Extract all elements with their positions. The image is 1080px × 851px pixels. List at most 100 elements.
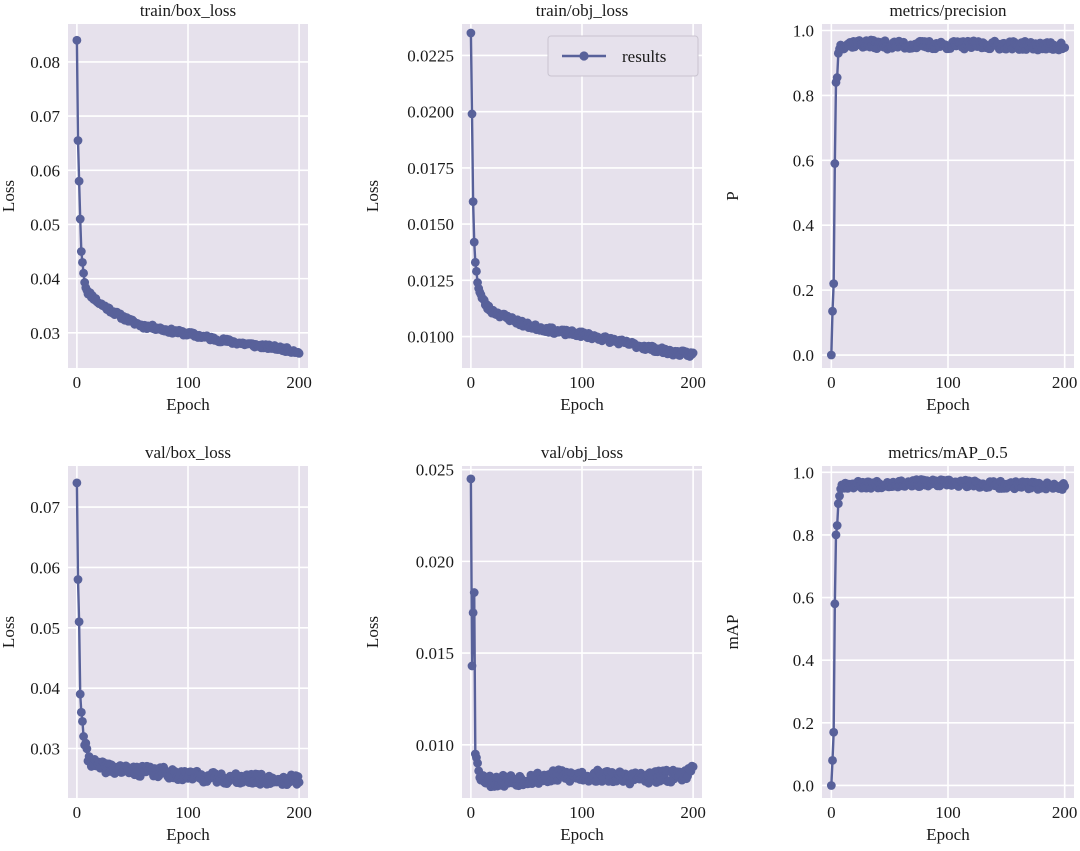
data-point (78, 257, 87, 267)
y-tick-label: 0.6 (793, 151, 814, 170)
y-tick-label: 0.015 (416, 644, 454, 663)
y-axis-label: Loss (0, 180, 18, 212)
y-axis-label: Loss (0, 616, 18, 648)
data-point (829, 727, 839, 737)
data-point (835, 491, 844, 501)
y-tick-label: 0.08 (30, 53, 60, 72)
data-point (72, 35, 82, 45)
x-tick-label: 200 (1052, 373, 1078, 392)
data-point (82, 744, 92, 754)
data-point (1060, 481, 1070, 491)
data-point (467, 109, 477, 119)
panel-metrics-precision: metrics/precision 0 100 200 0.0 0.2 0.4 0.6 0.8 1… (723, 1, 1078, 414)
x-tick-label: 0 (73, 803, 82, 822)
y-tick-label: 0.6 (793, 589, 814, 608)
y-axis-label: Loss (363, 180, 382, 212)
data-point (73, 136, 83, 145)
x-tick-label: 100 (935, 373, 961, 392)
data-point (830, 599, 840, 609)
data-point (468, 197, 478, 207)
data-point (832, 73, 842, 82)
panel-train-box-loss: train/box_loss 0 100 200 0.03 0.04 0.05 0.06 0.0… (0, 1, 312, 414)
x-tick-label: 200 (286, 803, 312, 822)
data-point (832, 521, 842, 530)
x-tick-label: 100 (935, 803, 961, 822)
panel-metrics-map-05: metrics/mAP_0.5 0 100 200 0.0 0.2 0.4 0.6 0.8 1.0… (723, 443, 1078, 844)
x-tick-label: 100 (175, 803, 201, 822)
data-point (467, 661, 477, 671)
data-point (75, 214, 85, 224)
y-tick-label: 0.020 (416, 552, 454, 571)
y-tick-label: 0.03 (30, 740, 60, 759)
series-points (466, 28, 698, 361)
data-point (79, 732, 88, 741)
data-point (485, 771, 495, 781)
data-point (466, 474, 476, 484)
panel-val-obj-loss: val/obj_loss 0 100 200 0.010 0.015 0.020 0.025 E… (363, 443, 706, 844)
y-tick-label: 0.07 (30, 107, 60, 126)
data-point (76, 707, 86, 717)
data-point (826, 350, 836, 360)
y-tick-label: 0.0 (793, 346, 814, 365)
x-tick-label: 200 (1052, 803, 1078, 822)
x-tick-label: 0 (467, 373, 476, 392)
x-axis-label: Epoch (560, 395, 604, 414)
y-tick-label: 0.4 (793, 651, 815, 670)
y-tick-label: 0.2 (793, 714, 814, 733)
data-point (1060, 43, 1070, 53)
legend-marker (579, 51, 589, 61)
x-axis-label: Epoch (560, 825, 604, 844)
data-point (473, 758, 482, 768)
x-tick-label: 200 (286, 373, 312, 392)
y-tick-label: 1.0 (793, 21, 814, 40)
data-point (829, 279, 839, 289)
legend-box (547, 35, 699, 77)
series-points (466, 474, 698, 792)
y-tick-label: 0.04 (30, 270, 60, 289)
panel-val-box-loss: val/box_loss 0 100 200 0.03 0.04 0.05 0.06 0.07 E… (0, 443, 312, 844)
x-tick-label: 200 (680, 373, 706, 392)
chart-title: metrics/precision (889, 1, 1007, 20)
y-axis-label: mAP (723, 615, 742, 650)
y-axis-label: Loss (363, 616, 382, 648)
series-points (72, 478, 304, 790)
data-point (828, 756, 837, 765)
data-point (76, 247, 86, 256)
y-tick-label: 0.0200 (407, 103, 454, 122)
data-point (74, 176, 84, 186)
x-axis-label: Epoch (926, 825, 970, 844)
data-point (79, 268, 88, 278)
panel-train-obj-loss: train/obj_loss 0 100 200 0.0100 0.0125 0.0150 0… (363, 1, 706, 414)
series-points (826, 35, 1070, 360)
data-point (688, 762, 698, 772)
y-tick-label: 0.0175 (407, 159, 454, 178)
data-point (78, 716, 87, 726)
y-tick-label: 0.0150 (407, 215, 454, 234)
legend-label: results (622, 47, 666, 66)
y-tick-label: 0.4 (793, 216, 815, 235)
y-tick-label: 0.04 (30, 679, 60, 698)
chart-title: metrics/mAP_0.5 (888, 443, 1007, 462)
data-point (466, 28, 476, 38)
y-tick-label: 0.025 (416, 461, 454, 480)
data-point (72, 478, 82, 488)
data-point (830, 159, 840, 168)
y-tick-label: 0.0125 (407, 271, 454, 290)
x-tick-label: 200 (680, 803, 706, 822)
x-tick-label: 0 (827, 373, 836, 392)
x-tick-label: 0 (73, 373, 82, 392)
y-tick-label: 0.03 (30, 324, 60, 343)
y-tick-label: 0.8 (793, 86, 814, 105)
y-tick-label: 1.0 (793, 463, 814, 482)
data-point (826, 781, 836, 790)
data-point (833, 499, 843, 508)
y-tick-label: 0.06 (30, 161, 60, 180)
x-axis-label: Epoch (166, 395, 210, 414)
y-tick-label: 0.0 (793, 776, 814, 795)
y-tick-label: 0.8 (793, 526, 814, 545)
y-tick-label: 0.07 (30, 498, 60, 517)
y-axis-label: P (723, 191, 742, 200)
x-tick-label: 0 (467, 803, 476, 822)
y-tick-label: 0.0225 (407, 46, 454, 65)
